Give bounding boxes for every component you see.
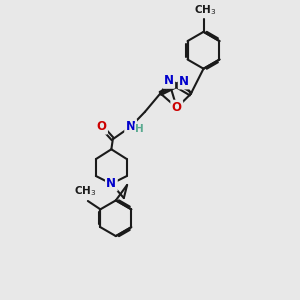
Text: O: O (97, 120, 106, 133)
Text: N: N (164, 74, 174, 87)
Text: N: N (106, 177, 116, 190)
Text: H: H (135, 124, 144, 134)
Text: N: N (126, 120, 136, 133)
Text: N: N (179, 75, 189, 88)
Text: CH$_3$: CH$_3$ (194, 3, 216, 17)
Text: CH$_3$: CH$_3$ (74, 184, 97, 198)
Text: O: O (172, 101, 182, 114)
